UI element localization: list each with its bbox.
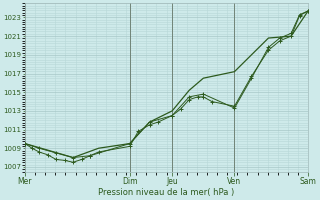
X-axis label: Pression niveau de la mer( hPa ): Pression niveau de la mer( hPa ) <box>98 188 235 197</box>
